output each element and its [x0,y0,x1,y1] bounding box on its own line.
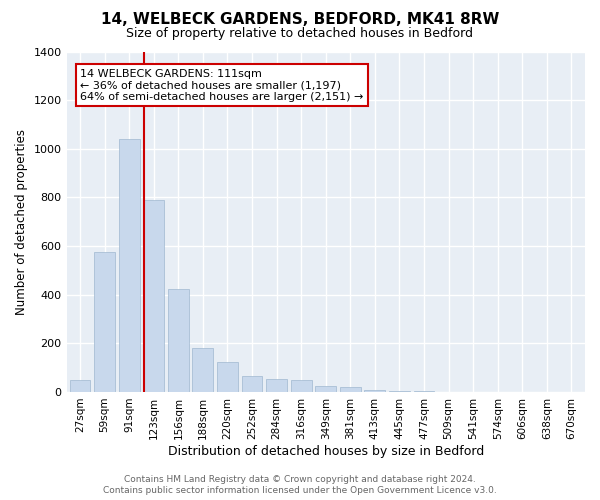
Bar [119,139,140,392]
X-axis label: Distribution of detached houses by size in Bedford: Distribution of detached houses by size … [167,444,484,458]
Bar [340,387,361,392]
Bar [70,380,91,392]
Bar [291,380,311,392]
Bar [143,200,164,392]
Bar [242,376,262,392]
Y-axis label: Number of detached properties: Number of detached properties [15,128,28,314]
Text: Size of property relative to detached houses in Bedford: Size of property relative to detached ho… [127,28,473,40]
Text: Contains public sector information licensed under the Open Government Licence v3: Contains public sector information licen… [103,486,497,495]
Text: 14, WELBECK GARDENS, BEDFORD, MK41 8RW: 14, WELBECK GARDENS, BEDFORD, MK41 8RW [101,12,499,28]
Text: Contains HM Land Registry data © Crown copyright and database right 2024.: Contains HM Land Registry data © Crown c… [124,475,476,484]
Bar [266,378,287,392]
Bar [193,348,214,392]
Bar [94,252,115,392]
Bar [168,288,189,392]
Bar [217,362,238,392]
Bar [364,390,385,392]
Text: 14 WELBECK GARDENS: 111sqm
← 36% of detached houses are smaller (1,197)
64% of s: 14 WELBECK GARDENS: 111sqm ← 36% of deta… [80,68,364,102]
Bar [389,390,410,392]
Bar [316,386,336,392]
